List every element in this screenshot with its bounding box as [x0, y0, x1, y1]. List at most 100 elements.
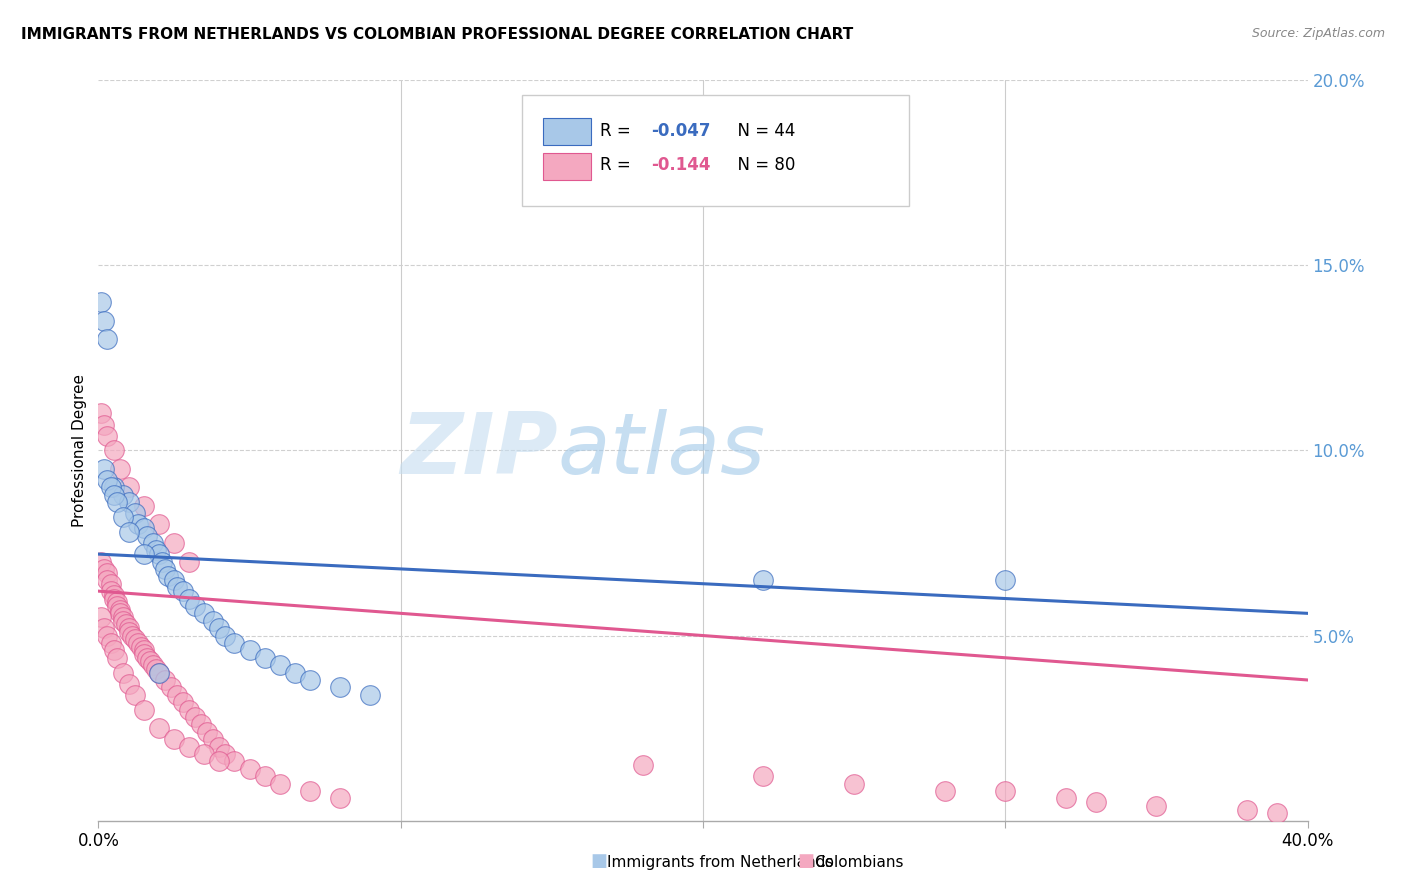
Point — [193, 747, 215, 761]
Text: Immigrants from Netherlands: Immigrants from Netherlands — [607, 855, 834, 870]
Point — [108, 602, 131, 616]
Point — [360, 688, 382, 702]
Point — [114, 617, 136, 632]
Point — [135, 528, 157, 542]
Point — [100, 576, 122, 591]
Point — [179, 554, 201, 569]
Point — [111, 488, 134, 502]
Point — [96, 628, 118, 642]
Point — [132, 521, 155, 535]
Point — [208, 755, 231, 769]
Point — [153, 562, 176, 576]
Point — [145, 662, 167, 676]
FancyBboxPatch shape — [543, 118, 591, 145]
Text: R =: R = — [600, 121, 637, 140]
Point — [118, 624, 141, 639]
Point — [135, 650, 157, 665]
Text: Source: ZipAtlas.com: Source: ZipAtlas.com — [1251, 27, 1385, 40]
Point — [111, 610, 134, 624]
Point — [142, 536, 165, 550]
Point — [90, 554, 112, 569]
Text: N = 80: N = 80 — [727, 156, 796, 175]
Point — [253, 650, 276, 665]
FancyBboxPatch shape — [543, 153, 591, 180]
Point — [224, 755, 246, 769]
Point — [124, 632, 146, 647]
Text: ■: ■ — [591, 852, 607, 870]
Point — [163, 536, 186, 550]
Point — [105, 595, 128, 609]
Point — [163, 732, 186, 747]
Point — [214, 747, 236, 761]
Point — [93, 621, 115, 635]
Point — [103, 481, 125, 495]
Point — [142, 658, 165, 673]
Point — [190, 717, 212, 731]
Point — [96, 473, 118, 487]
Point — [111, 665, 134, 680]
Point — [118, 676, 141, 690]
Point — [179, 703, 201, 717]
Point — [148, 517, 170, 532]
Y-axis label: Professional Degree: Professional Degree — [72, 374, 87, 527]
Point — [1144, 798, 1167, 813]
Point — [148, 665, 170, 680]
Point — [239, 762, 262, 776]
Point — [124, 688, 146, 702]
Point — [93, 562, 115, 576]
Text: N = 44: N = 44 — [727, 121, 796, 140]
Point — [96, 332, 118, 346]
Point — [179, 739, 201, 754]
Point — [105, 650, 128, 665]
Point — [1267, 806, 1289, 821]
Point — [184, 599, 207, 613]
Point — [96, 573, 118, 587]
Point — [139, 655, 162, 669]
Point — [103, 591, 125, 606]
Point — [103, 588, 125, 602]
Point — [105, 599, 128, 613]
Point — [148, 721, 170, 735]
Point — [329, 791, 352, 805]
Point — [124, 507, 146, 521]
Point — [105, 495, 128, 509]
Point — [150, 554, 173, 569]
Point — [145, 543, 167, 558]
Point — [1054, 791, 1077, 805]
Point — [132, 643, 155, 657]
Point — [93, 314, 115, 328]
Point — [90, 407, 112, 421]
Point — [299, 784, 322, 798]
Point — [269, 776, 291, 791]
Point — [148, 547, 170, 561]
Point — [202, 732, 225, 747]
Point — [132, 499, 155, 513]
Point — [179, 591, 201, 606]
Text: atlas: atlas — [558, 409, 766, 492]
Point — [108, 462, 131, 476]
Point — [193, 607, 215, 621]
Point — [208, 739, 231, 754]
Point — [202, 614, 225, 628]
Point — [132, 703, 155, 717]
Point — [118, 621, 141, 635]
Point — [108, 607, 131, 621]
Point — [90, 610, 112, 624]
Point — [224, 636, 246, 650]
Point — [163, 573, 186, 587]
Point — [100, 584, 122, 599]
Point — [132, 547, 155, 561]
Point — [121, 628, 143, 642]
Point — [752, 769, 775, 783]
Text: R =: R = — [600, 156, 637, 175]
Point — [127, 636, 149, 650]
Point — [208, 621, 231, 635]
Point — [93, 462, 115, 476]
Point — [100, 636, 122, 650]
Point — [239, 643, 262, 657]
Point — [93, 417, 115, 432]
Point — [329, 681, 352, 695]
Point — [172, 695, 194, 709]
Text: ZIP: ZIP — [401, 409, 558, 492]
Point — [284, 665, 307, 680]
